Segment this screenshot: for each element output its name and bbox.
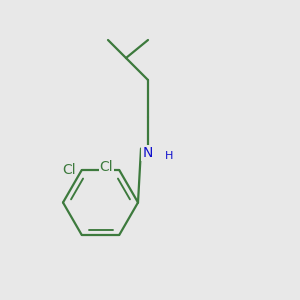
Text: Cl: Cl: [62, 163, 76, 177]
Text: Cl: Cl: [100, 160, 113, 174]
Text: H: H: [164, 151, 173, 161]
Text: N: N: [143, 146, 153, 160]
